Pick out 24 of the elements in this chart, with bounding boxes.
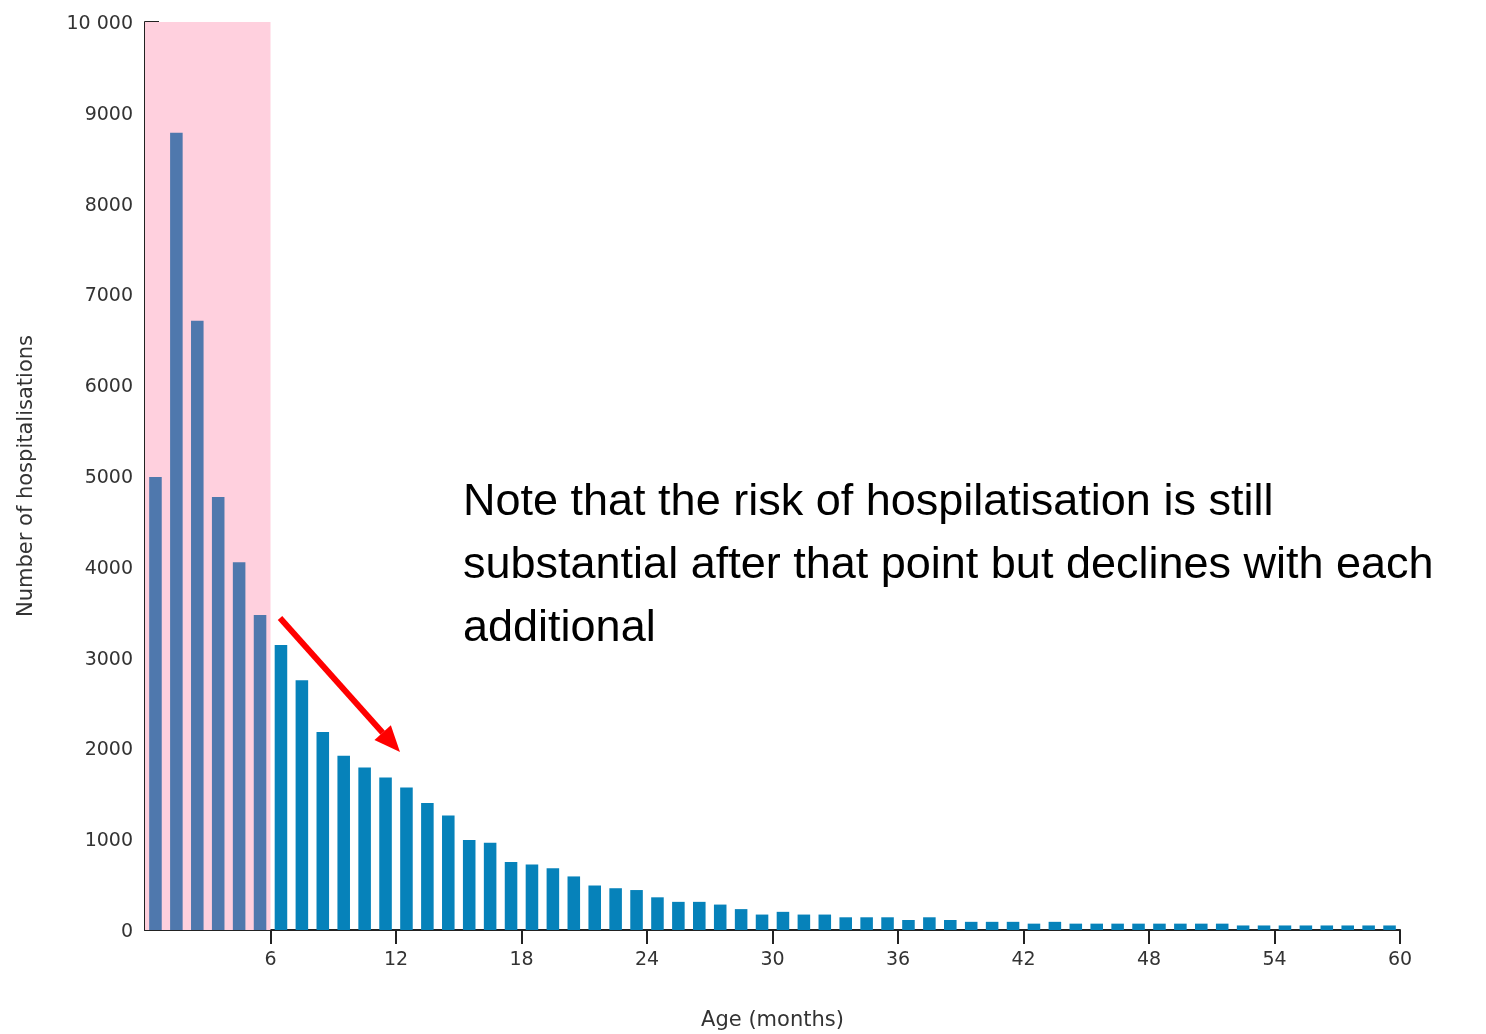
y-tick-label: 5000 xyxy=(84,465,133,487)
y-axis-title: Number of hospitalisations xyxy=(12,335,37,617)
y-tick-label: 0 xyxy=(120,919,133,941)
x-tick-label: 48 xyxy=(1136,946,1162,969)
y-tick-label: 9000 xyxy=(84,101,133,124)
x-tick-label: 54 xyxy=(1262,946,1287,969)
x-tick-label: 30 xyxy=(760,946,785,969)
x-tick-label: 60 xyxy=(1387,946,1413,969)
y-tick-label: 10 000 xyxy=(66,11,133,33)
y-tick-label: 2000 xyxy=(84,737,133,760)
x-tick-label: 24 xyxy=(634,946,660,969)
x-tick-label: 6 xyxy=(264,946,277,969)
y-tick-label: 1000 xyxy=(84,828,133,851)
y-tick-label: 6000 xyxy=(84,374,133,397)
y-tick-label: 8000 xyxy=(84,192,133,215)
y-tick-label: 4000 xyxy=(84,555,133,578)
x-tick-label: 12 xyxy=(383,946,409,969)
y-tick-label: 7000 xyxy=(84,283,133,306)
x-tick-label: 42 xyxy=(1011,946,1036,969)
x-tick-label: 18 xyxy=(509,946,534,969)
y-tick-label: 3000 xyxy=(84,646,133,669)
annotation: Note that the risk of hospilatisation is still substantial after that point but declines with each additional xyxy=(463,473,1435,653)
x-axis-title: Age (months) xyxy=(701,1006,844,1031)
x-tick-label: 36 xyxy=(885,946,911,969)
